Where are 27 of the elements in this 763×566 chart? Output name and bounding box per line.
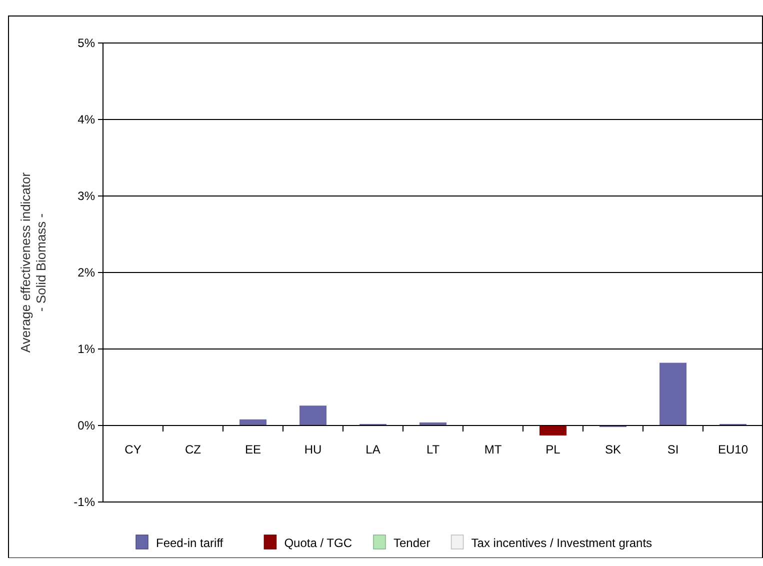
x-tick-label: MT	[484, 442, 502, 456]
y-tick-label: -1%	[74, 495, 96, 510]
legend-label: Tender	[394, 536, 430, 550]
x-tick-label: EE	[244, 442, 262, 456]
y-tick-label: 0%	[78, 418, 96, 433]
legend-label: Quota / TGC	[284, 536, 352, 550]
y-tick-label: 5%	[78, 36, 96, 50]
x-tick-label: LT	[426, 442, 440, 456]
x-tick-label: CZ	[185, 442, 201, 456]
x-tick-label: SK	[604, 442, 622, 456]
x-tick-label: SI	[667, 442, 679, 456]
x-tick-label: EU10	[718, 442, 748, 456]
y-tick-label: 3%	[78, 189, 96, 204]
y-tick-label: 1%	[78, 342, 96, 356]
y-axis-title: Average effectiveness indicator - Solid Biomass -	[18, 172, 49, 353]
bar	[300, 406, 326, 426]
y-tick-label: 2%	[78, 266, 96, 280]
x-tick-label: CY	[124, 442, 142, 456]
bar	[660, 362, 686, 426]
legend-label: Feed-in tariff	[156, 536, 224, 550]
bar	[540, 426, 566, 436]
x-tick-label: PL	[546, 442, 561, 456]
x-tick-label: HU	[304, 442, 322, 456]
x-tick-label: LA	[366, 442, 380, 456]
y-tick-label: 4%	[78, 112, 96, 127]
legend-label: Tax incentives / Investment grants	[471, 536, 652, 550]
bar	[240, 419, 266, 426]
